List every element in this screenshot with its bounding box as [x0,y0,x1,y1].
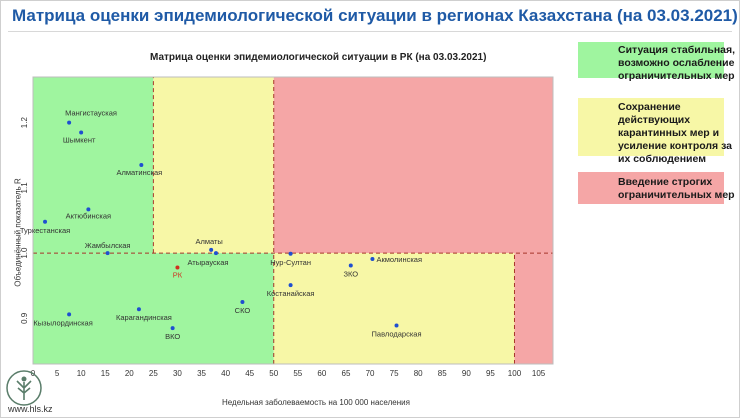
y-tick-label: 0.9 [20,312,29,324]
point-label: РК [173,270,183,279]
point-label: СКО [235,306,251,315]
x-tick-label: 20 [125,369,134,378]
y-tick-label: 1.2 [20,117,29,129]
x-tick-label: 105 [532,369,546,378]
data-points: Мангистауская Шымкент Алматинская Актюбинск… [20,109,422,341]
x-tick-label: 60 [317,369,326,378]
hls-logo-icon [6,370,42,406]
data-point [213,251,218,256]
point-label: ЗКО [343,270,358,279]
legend-text-red: Введение строгих ограничительных мер [618,176,735,201]
point-label: Шымкент [63,135,96,144]
data-point [170,326,175,331]
x-tick-label: 30 [173,369,182,378]
axes: 0 5 10 15 20 25 30 35 40 45 50 55 60 65 70 75 80 85 90 95 10… [20,76,554,378]
x-tick-label: 70 [366,369,375,378]
point-label: ВКО [165,332,180,341]
point-label: Павлодарская [372,330,422,339]
data-point [86,207,91,212]
point-label: Кызылординская [33,318,92,327]
data-point [240,300,245,305]
data-point [288,283,293,288]
zone-3 [33,253,274,364]
point-label: Акмолинская [376,255,422,264]
x-tick-label: 40 [221,369,230,378]
legend-text-green: Ситуация стабильная, возможно ослабление… [618,44,736,82]
x-tick-label: 10 [77,369,86,378]
data-point [105,251,110,256]
point-label: Нур-Султан [270,258,311,267]
x-axis-label: Недельная заболеваемость на 100 000 насе… [222,398,410,407]
point-label: Жамбылская [85,241,131,250]
data-point [43,219,48,224]
x-tick-label: 35 [197,369,206,378]
point-label: Карагандинская [116,313,172,322]
zone-1 [153,77,274,254]
legend-swatch-green [578,42,724,78]
legend-swatch-red [578,172,724,204]
y-tick-label: 1.0 [20,247,29,259]
data-point [394,323,399,328]
x-tick-label: 45 [245,369,254,378]
y-axis-label: Объединённый показатель R [13,178,23,287]
x-tick-label: 100 [508,369,522,378]
plot-border [32,76,554,365]
data-point [348,263,353,268]
x-tick-label: 90 [462,369,471,378]
data-point [139,163,144,168]
point-label: Мангистауская [65,109,117,118]
data-point [67,312,72,317]
x-tick-label: 50 [269,369,278,378]
data-point [209,247,214,252]
x-tick-label: 15 [101,369,110,378]
x-tick-label: 95 [486,369,495,378]
data-point [370,256,375,261]
chart-title: Матрица оценки эпидемиологической ситуац… [150,52,487,63]
zone-5 [514,253,553,364]
x-tick-label: 25 [149,369,158,378]
zone-0 [33,77,154,254]
x-tick-label: 75 [390,369,399,378]
legend-text-yellow: Сохранение действующих карантинных мер и… [618,101,733,165]
page-title: Матрица оценки эпидемиологической ситуац… [12,6,738,25]
zone-2 [273,77,553,254]
data-point [175,265,180,270]
x-tick-label: 55 [293,369,302,378]
legend-swatch-yellow [578,98,724,156]
title-divider [8,31,732,32]
data-point [288,251,293,256]
data-point [79,130,84,135]
data-point [67,120,72,125]
point-label: Атырауская [187,258,228,267]
point-label: Туркестанская [20,226,70,235]
x-tick-label: 80 [414,369,423,378]
zone-4 [273,253,515,364]
point-label: Актюбинская [66,211,111,220]
reference-lines [33,77,553,364]
x-tick-label: 65 [342,369,351,378]
point-label: Алматинская [116,168,162,177]
website-link[interactable]: www.hls.kz [8,404,53,414]
point-label: Костанайская [267,289,315,298]
x-tick-label: 85 [438,369,447,378]
point-label: Алматы [195,237,222,246]
y-tick-label: 1.1 [20,182,29,194]
zones-layer [33,77,553,364]
data-point [136,307,141,312]
x-tick-label: 5 [55,369,60,378]
